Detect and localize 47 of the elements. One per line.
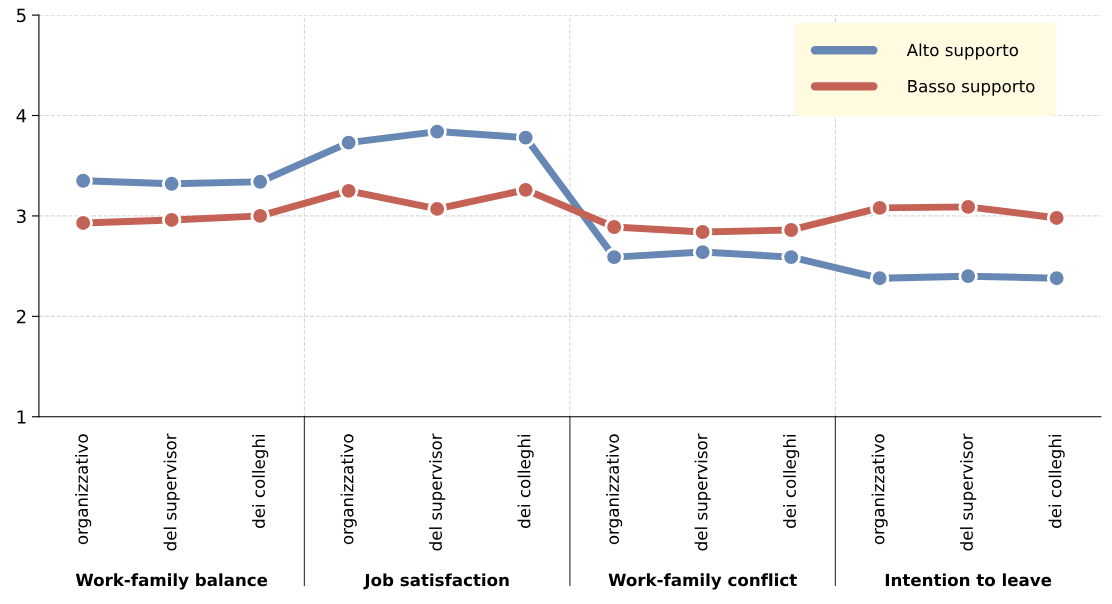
point bbox=[515, 127, 536, 148]
point bbox=[692, 222, 713, 242]
point bbox=[958, 197, 978, 217]
x-tick-label: del supervisor bbox=[163, 433, 180, 551]
point bbox=[427, 199, 447, 219]
point bbox=[958, 266, 978, 286]
point bbox=[781, 220, 801, 240]
text: Job satisfaction bbox=[363, 573, 509, 590]
text: Work-family balance bbox=[75, 573, 268, 590]
point bbox=[869, 198, 890, 218]
x-tick-label: del supervisor bbox=[429, 433, 446, 551]
point bbox=[604, 247, 624, 267]
point bbox=[869, 268, 890, 288]
point bbox=[250, 206, 270, 226]
x-tick-label: del supervisor bbox=[694, 433, 711, 551]
x-tick-label: organizzativo bbox=[340, 434, 357, 545]
x-tick-label: dei colleghi bbox=[252, 434, 269, 528]
point bbox=[73, 213, 93, 233]
point bbox=[1046, 208, 1067, 228]
point bbox=[604, 217, 624, 237]
point bbox=[338, 181, 359, 201]
x-tick-label: dei colleghi bbox=[783, 434, 800, 528]
y-tick-label: 3 bbox=[17, 209, 26, 224]
y-tick-label: 5 bbox=[17, 8, 26, 23]
legend-label: Basso supporto bbox=[908, 80, 1035, 96]
point bbox=[161, 174, 182, 194]
point bbox=[1046, 268, 1067, 288]
point bbox=[515, 180, 536, 200]
point bbox=[250, 172, 270, 192]
y-tick-label: 2 bbox=[16, 309, 26, 324]
legend-label: Alto supporto bbox=[906, 43, 1019, 60]
x-tick-label: organizzativo bbox=[75, 434, 92, 545]
x-tick-label: del supervisor bbox=[960, 433, 977, 551]
y-tick-label: 1 bbox=[17, 410, 26, 424]
x-tick-label: organizzativo bbox=[871, 434, 888, 545]
point bbox=[781, 247, 801, 267]
point bbox=[427, 121, 447, 142]
x-tick-label: dei colleghi bbox=[1048, 434, 1065, 528]
y-tick-label: 4 bbox=[16, 109, 27, 123]
x-tick-label: dei colleghi bbox=[517, 434, 534, 528]
text: Intention to leave bbox=[885, 573, 1052, 587]
point bbox=[73, 171, 93, 191]
point bbox=[161, 210, 182, 230]
text: Work-family conflict bbox=[608, 573, 797, 590]
x-tick-label: organizzativo bbox=[606, 434, 623, 545]
point bbox=[338, 132, 359, 153]
point bbox=[692, 242, 713, 262]
